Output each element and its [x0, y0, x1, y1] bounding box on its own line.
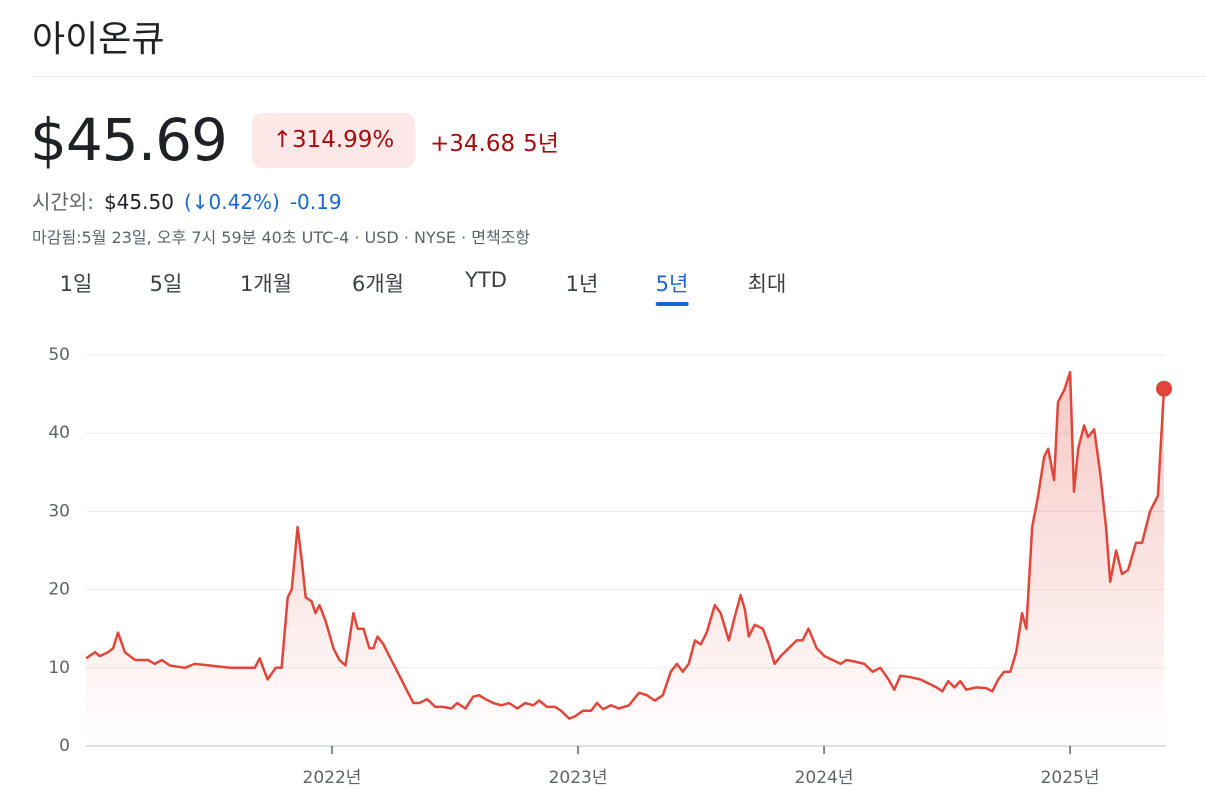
period: 5년 [523, 131, 559, 157]
range-tab[interactable]: 1년 [565, 272, 599, 296]
range-tab[interactable]: 5년 [655, 268, 688, 306]
change-badge: ↑314.99% [252, 113, 415, 168]
y-tick-label: 20 [48, 580, 70, 600]
after-hours-pct: (↓0.42%) [183, 190, 280, 214]
range-tab[interactable]: YTD [465, 268, 507, 292]
y-tick-label: 30 [48, 501, 70, 521]
change-abs: +34.68 [430, 131, 516, 157]
price-line [85, 370, 1166, 720]
y-tick-label: 50 [48, 345, 70, 365]
area-fill [86, 372, 1164, 746]
meta: 마감됨:5월 23일, 오후 7시 59분 40초 UTC-4 · USD · … [32, 228, 531, 247]
y-tick-label: 10 [48, 658, 70, 678]
after-hours: 시간외: $45.50 (↓0.42%) -0.19 [32, 186, 352, 215]
change-row: +34.68 5년 [430, 124, 567, 158]
after-hours-label: 시간외: [32, 190, 94, 214]
divider [32, 76, 1206, 77]
x-tick-label: 2022년 [303, 768, 362, 788]
x-tick-label: 2025년 [1041, 768, 1100, 788]
range-tab[interactable]: 1일 [59, 272, 93, 296]
after-hours-price: $45.50 [103, 190, 174, 214]
chart: 0 10 20 30 40 50 2022년 2023년 2024년 2025년 [48, 345, 1173, 788]
price: $45.69 [30, 106, 228, 174]
x-tick-label: 2023년 [549, 768, 608, 788]
stock-title: 아이온큐 [32, 19, 165, 60]
y-tick-label: 40 [48, 423, 70, 443]
range-tab[interactable]: 5일 [149, 272, 183, 296]
range-tab[interactable]: 6개월 [351, 272, 405, 296]
range-tab[interactable]: 1개월 [239, 272, 293, 296]
range-tab[interactable]: 최대 [747, 272, 787, 296]
range-tabs: 1일 5일 1개월 6개월 YTD 1년 5년 최대 [0, 268, 900, 308]
y-tick-label: 0 [59, 736, 70, 756]
x-tick-label: 2024년 [795, 768, 854, 788]
after-hours-change: -0.19 [289, 190, 342, 214]
last-point [1156, 380, 1173, 397]
